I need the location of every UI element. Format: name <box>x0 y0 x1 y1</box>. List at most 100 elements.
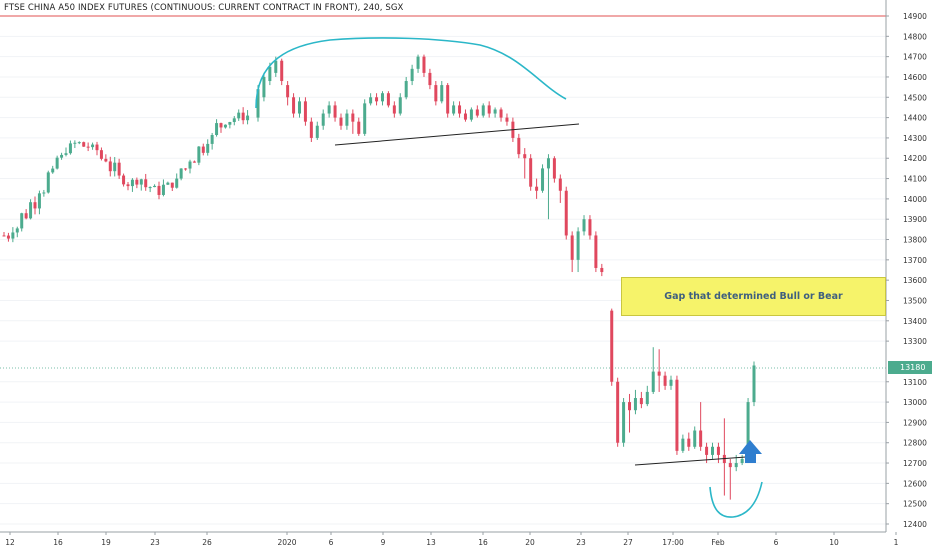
candle-body <box>82 142 86 147</box>
candle-body <box>166 182 170 185</box>
candle-body <box>327 105 331 114</box>
candle-body <box>104 158 108 162</box>
price-tick-label: 14000 <box>903 195 927 204</box>
candle-body <box>657 371 661 376</box>
candle-body <box>369 97 373 104</box>
candle-body <box>434 85 438 102</box>
candle-body <box>55 157 59 169</box>
candle-body <box>73 142 77 144</box>
candle-body <box>148 187 152 189</box>
candle-body <box>535 186 539 191</box>
time-tick-label: 23 <box>150 538 160 547</box>
candle-body <box>699 430 703 447</box>
candle-body <box>752 365 756 403</box>
candle-body <box>286 85 290 98</box>
last-price-badge: 13180 <box>888 361 932 374</box>
candle-body <box>711 446 715 455</box>
price-tick-label: 14700 <box>903 53 927 62</box>
candle-body <box>639 398 643 405</box>
candle-body <box>11 232 15 239</box>
candle-body <box>297 101 301 114</box>
candle-body <box>315 125 319 138</box>
candle-body <box>228 122 232 125</box>
candle-body <box>29 202 33 219</box>
candle-body <box>303 101 307 122</box>
candle-body <box>616 381 620 443</box>
candle-body <box>633 398 637 411</box>
candle-body <box>175 178 179 188</box>
candle-body <box>20 213 24 229</box>
price-tick-label: 14900 <box>903 12 927 21</box>
candle-body <box>582 219 586 232</box>
candle-body <box>428 72 432 86</box>
candle-body <box>541 168 545 191</box>
candle-body <box>309 121 313 138</box>
candle-body <box>15 228 19 233</box>
time-tick-label: 26 <box>202 538 212 547</box>
price-tick-label: 14800 <box>903 32 927 41</box>
candle-body <box>386 93 390 106</box>
candle-body <box>95 144 99 151</box>
time-tick-label: 20 <box>525 538 535 547</box>
price-tick-label: 13000 <box>903 398 927 407</box>
candle-body <box>46 172 50 193</box>
price-tick-label: 13600 <box>903 276 927 285</box>
gap-callout-label: Gap that determined Bull or Bear <box>664 291 843 302</box>
candle-body <box>219 123 223 128</box>
candle-body <box>223 124 227 128</box>
candle-body <box>192 161 196 163</box>
price-tick-label: 14300 <box>903 134 927 143</box>
candle-body <box>292 97 296 114</box>
candle-body <box>99 150 103 159</box>
time-tick-label: 13 <box>426 538 436 547</box>
candle-body <box>274 60 278 73</box>
candle-body <box>487 105 491 114</box>
candle-body <box>201 146 205 153</box>
candle-body <box>416 56 420 69</box>
up-arrow-icon <box>739 440 762 463</box>
candle-body <box>517 137 521 155</box>
price-tick-label: 13400 <box>903 317 927 326</box>
neckline-top <box>334 123 580 146</box>
candle-body <box>188 161 192 169</box>
candle-body <box>740 458 744 464</box>
candle-body <box>564 190 568 236</box>
candle-body <box>157 185 161 195</box>
candle-body <box>108 161 112 172</box>
candle-body <box>2 235 6 237</box>
price-tick-label: 13300 <box>903 337 927 346</box>
candle-body <box>716 446 720 455</box>
time-tick-label: 17:00 <box>662 538 684 547</box>
candle-body <box>130 179 134 187</box>
candle-body <box>64 153 68 155</box>
candle-body <box>24 213 28 219</box>
candle-body <box>215 123 219 136</box>
candle-body <box>493 109 497 114</box>
candle-body <box>232 118 236 123</box>
candle-body <box>463 113 467 120</box>
candle-body <box>380 93 384 102</box>
candle-body <box>351 113 355 122</box>
price-tick-label: 14600 <box>903 73 927 82</box>
time-tick-label: 6 <box>329 538 334 547</box>
candle-body <box>546 158 550 169</box>
price-tick-label: 13700 <box>903 256 927 265</box>
gap-callout: Gap that determined Bull or Bear <box>621 277 886 316</box>
candle-body <box>446 85 450 114</box>
candle-body <box>746 402 750 459</box>
candle-body <box>246 115 250 121</box>
candle-body <box>705 446 709 455</box>
candle-body <box>505 117 509 122</box>
candle-body <box>375 97 379 102</box>
time-tick-label: 19 <box>101 538 111 547</box>
time-tick-label: 27 <box>623 538 633 547</box>
candle-body <box>600 267 604 273</box>
candle-body <box>210 135 214 144</box>
candle-body <box>363 103 367 134</box>
candle-body <box>440 85 444 102</box>
candle-body <box>499 109 503 118</box>
candle-body <box>422 56 426 73</box>
price-tick-label: 12800 <box>903 439 927 448</box>
candle-body <box>339 117 343 126</box>
